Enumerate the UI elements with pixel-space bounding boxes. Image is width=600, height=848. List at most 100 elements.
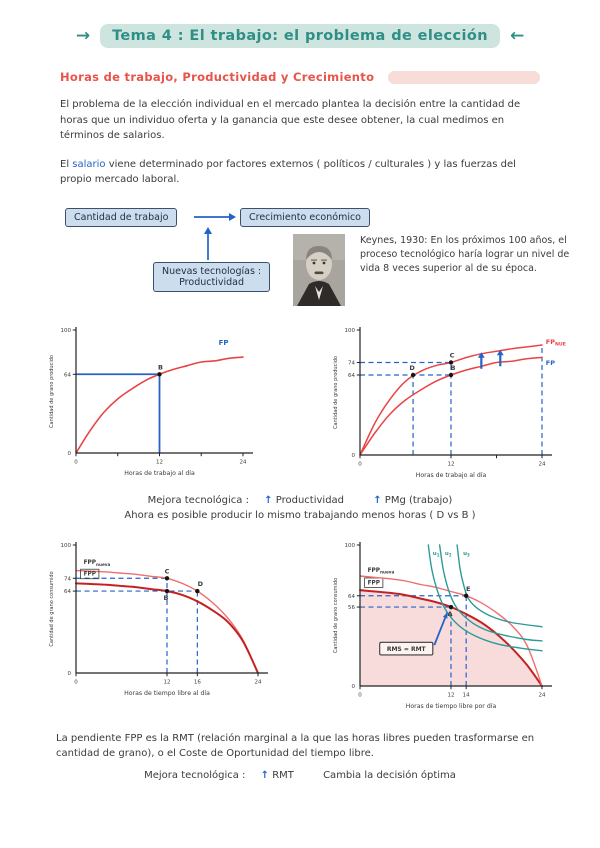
y-tick-label: 56 xyxy=(348,605,355,611)
y-tick-label: 100 xyxy=(61,543,72,549)
x-tick-label: 0 xyxy=(358,461,362,467)
caption-ahora: Ahora es posible producir lo mismo traba… xyxy=(30,510,570,521)
y-tick-label: 74 xyxy=(64,576,71,582)
page-title: Tema 4 : El trabajo: el problema de elec… xyxy=(100,24,500,48)
curve-u3 xyxy=(456,543,543,627)
y-axis-label: Cantidad de grano producido xyxy=(333,356,339,429)
box-cantidad-trabajo: Cantidad de trabajo xyxy=(65,207,178,227)
point-label-C: C xyxy=(450,351,455,359)
curve-label-FPPnueva: FPPnueva xyxy=(368,567,395,574)
caption-ahora-text: Ahora es posible producir lo mismo traba… xyxy=(124,509,476,521)
heading-highlight xyxy=(388,70,540,84)
arrow-up-icon: ↑ xyxy=(260,769,270,781)
point-label-C: C xyxy=(165,567,170,575)
caption-mejora-2: Mejora tecnológica : ↑ RMT Cambia la dec… xyxy=(30,770,570,781)
curve-FP xyxy=(359,356,543,456)
y-tick-label: 64 xyxy=(348,593,355,599)
box-nuevas-tecnologias-line1: Nuevas tecnologías : xyxy=(162,265,262,277)
paragraph-salario-pre: El xyxy=(60,158,73,170)
x-tick-label: 24 xyxy=(539,461,546,467)
point-label-B: B xyxy=(451,364,456,372)
point-label-B: B xyxy=(158,363,163,371)
y-tick-label: 64 xyxy=(64,372,71,378)
paragraph-salario-post: viene determinado por factores externos … xyxy=(60,158,516,186)
y-tick-label: 100 xyxy=(61,328,72,334)
y-tick-label: 0 xyxy=(68,451,72,457)
y-tick-label: 64 xyxy=(64,589,71,595)
curve-label-FPNUE: FPNUE xyxy=(546,337,566,347)
paragraph-salario: El salario viene determinado por factore… xyxy=(60,157,548,188)
y-tick-label: 0 xyxy=(352,453,356,459)
paragraph-eleccion: El problema de la elección individual en… xyxy=(60,97,548,144)
curve-u2 xyxy=(438,543,543,642)
point-C xyxy=(448,359,454,365)
y-tick-label: 0 xyxy=(352,684,356,690)
x-tick-label: 24 xyxy=(240,459,247,465)
point-D xyxy=(195,588,200,593)
chart-fpp-svg: FPPnueva FPP C B D 0 12 16 24 0 64 74 100 Horas de ti… xyxy=(49,541,268,697)
x-tick-label: 24 xyxy=(539,692,546,698)
point-label-E: E xyxy=(466,584,470,592)
paragraph-pendiente-text: La pendiente FPP es la RMT (relación mar… xyxy=(56,732,535,760)
y-tick-label: 100 xyxy=(345,543,356,549)
arrow-up-icon: ↑ xyxy=(264,494,273,506)
curve-label-u2: u2 xyxy=(445,550,452,557)
mejora2-label: Mejora tecnológica : xyxy=(144,769,246,781)
y-axis-label: Cantidad de grano consumido xyxy=(49,571,55,646)
box-nuevas-tecnologias-line2: Productividad xyxy=(179,276,244,288)
rms-rmt-label: RMS = RMT xyxy=(387,645,427,652)
point-E xyxy=(463,593,469,598)
curve-label-FP: FP xyxy=(546,359,555,367)
point-label-D: D xyxy=(198,580,204,588)
x-tick-label: 0 xyxy=(74,459,78,465)
point-D xyxy=(410,372,416,377)
curve-label-FP: FP xyxy=(219,338,229,346)
curve-label-FPP: FPP xyxy=(84,571,97,577)
keynes-caption: Keynes, 1930: En los próximos 100 años, … xyxy=(360,234,570,275)
concept-diagram: Cantidad de trabajo Crecimiento económic… xyxy=(0,204,600,316)
rms-rmt-box xyxy=(379,641,434,656)
chart-fp-svg: FP B 0 12 24 0 64 100 Horas de trabajo al día Can… xyxy=(49,326,253,477)
curve-FPPnueva xyxy=(359,574,543,687)
charts-row-production: FP B 0 12 24 0 64 100 Horas de trabajo al día Can… xyxy=(46,320,580,486)
curve-label-u3: u3 xyxy=(463,550,470,557)
point-label-A: A xyxy=(447,610,452,618)
x-tick-label: 12 xyxy=(164,679,171,685)
x-tick-label: 12 xyxy=(448,461,455,467)
curve-u1 xyxy=(427,543,543,651)
y-tick-label: 100 xyxy=(345,328,356,334)
mejora1-label: Mejora tecnológica : xyxy=(147,494,249,506)
mejora2-item2: Cambia la decisión óptima xyxy=(323,769,456,781)
y-tick-label: 0 xyxy=(68,671,72,677)
chart-fpp: FPPnueva FPP C B D 0 12 16 24 0 64 74 100 Horas de ti… xyxy=(46,535,296,704)
x-tick-label: 12 xyxy=(448,692,455,698)
caption-mejora-1: Mejora tecnológica : ↑ Productividad ↑ P… xyxy=(30,495,570,506)
curve-label-FPP: FPP xyxy=(368,580,381,586)
box-nuevas-tecnologias: Nuevas tecnologías : Productividad xyxy=(153,261,271,292)
chart-fp-vs-fpnue: FPNUE FP D B C 0 12 24 0 64 74 100 Horas de trabajo … xyxy=(330,320,580,486)
x-axis-label: Horas de trabajo al día xyxy=(416,471,487,479)
arrow-up-icon: ↑ xyxy=(373,494,382,506)
keynes-photo xyxy=(293,233,345,306)
x-tick-label: 0 xyxy=(358,692,362,698)
x-tick-label: 24 xyxy=(255,679,262,685)
point-B xyxy=(157,371,162,376)
point-label-D: D xyxy=(409,364,415,372)
y-tick-label: 64 xyxy=(348,373,355,379)
chart-fpp-indifference-svg: FPP FPPnueva u1 u2 u3 RMS = RMT A E 0 12 14 24 0 56 64… xyxy=(333,541,552,710)
x-tick-label: 12 xyxy=(156,459,163,465)
x-tick-label: 0 xyxy=(74,679,78,685)
paragraph-pendiente: La pendiente FPP es la RMT (relación mar… xyxy=(56,731,552,762)
salario-term: salario xyxy=(72,158,106,170)
section-heading-row: Horas de trabajo, Productividad y Crecim… xyxy=(60,70,540,84)
mejora2-item1: RMT xyxy=(272,769,294,781)
x-axis-label: Horas de tiempo libre al día xyxy=(124,689,210,697)
charts-row-fpp: FPPnueva FPP C B D 0 12 16 24 0 64 74 100 Horas de ti… xyxy=(46,535,580,717)
arrow-right-icon xyxy=(194,212,236,221)
arrow-left-icon: ← xyxy=(509,26,525,46)
curve-label-box xyxy=(80,568,100,579)
x-tick-label: 16 xyxy=(194,679,201,685)
area-fill xyxy=(360,589,542,686)
point-A xyxy=(448,604,454,609)
chart-fp-vs-fpnue-svg: FPNUE FP D BC 0 12 24 0 64 74 100 Horas de trabajo … xyxy=(333,326,566,479)
